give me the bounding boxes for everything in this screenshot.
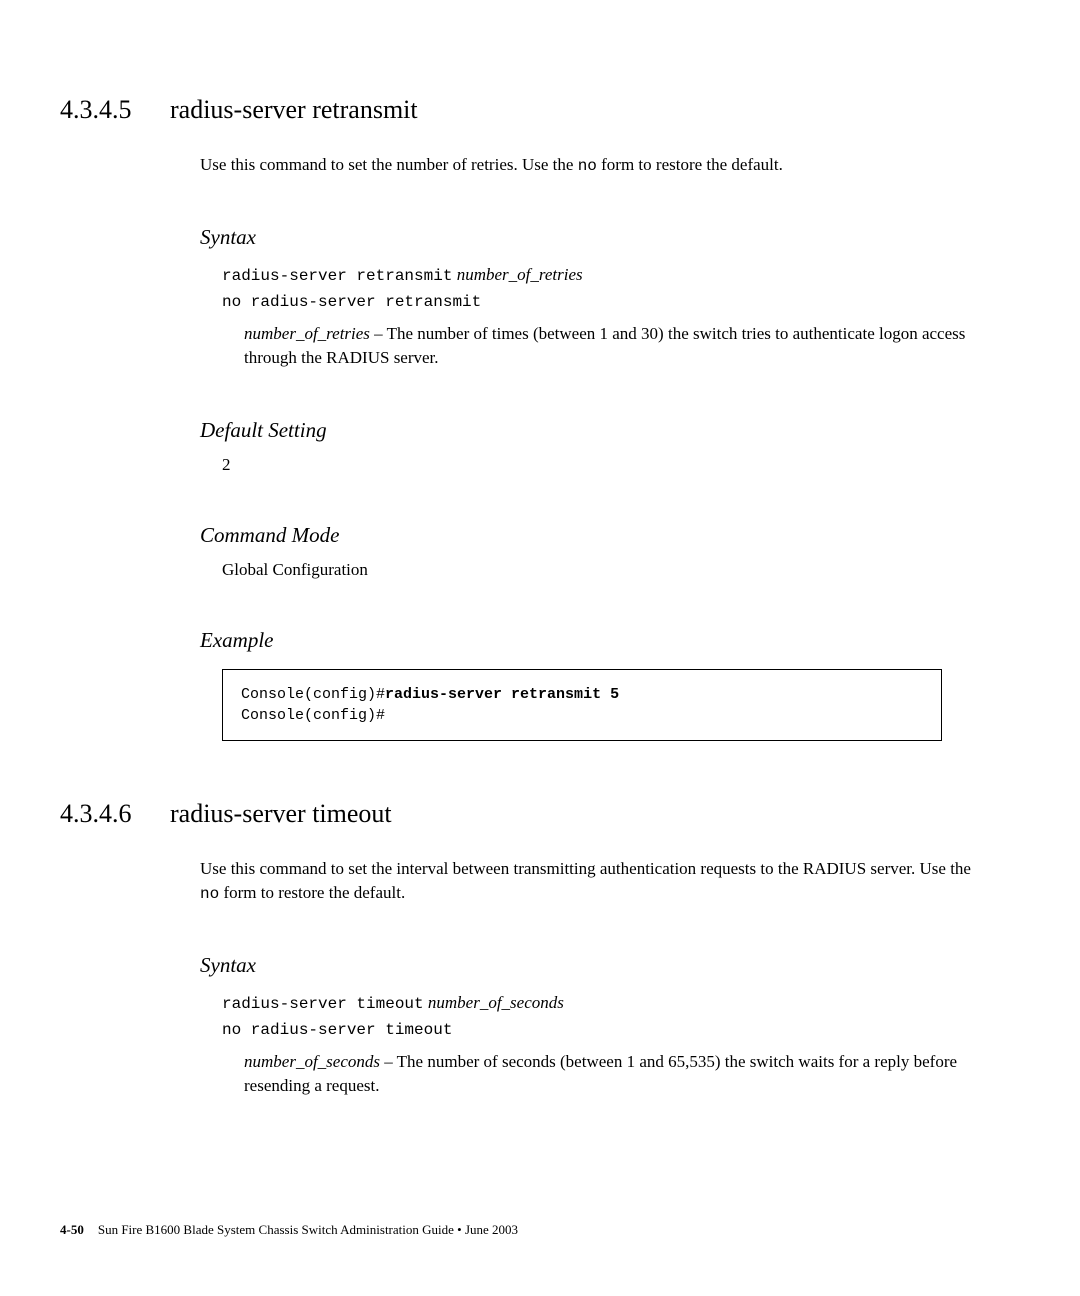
- page-footer: 4-50 Sun Fire B1600 Blade System Chassis …: [60, 1222, 518, 1238]
- syntax-code: no radius-server retransmit: [222, 293, 481, 311]
- intro-text-1: Use this command to set the number of re…: [200, 155, 578, 174]
- syntax-param: number_of_seconds: [428, 993, 564, 1012]
- syntax-param: number_of_retries: [457, 265, 583, 284]
- intro-text-2: form to restore the default.: [597, 155, 783, 174]
- intro-text-2: form to restore the default.: [219, 883, 405, 902]
- section-title: radius-server timeout: [170, 799, 392, 829]
- example-box: Console(config)#radius-server retransmit…: [222, 669, 942, 741]
- example-line-2: Console(config)#: [241, 705, 923, 726]
- syntax-heading: Syntax: [200, 225, 982, 250]
- param-name: number_of_retries: [244, 324, 370, 343]
- default-setting-value: 2: [222, 455, 982, 475]
- syntax-line-1: radius-server retransmit number_of_retri…: [222, 262, 982, 288]
- param-name: number_of_seconds: [244, 1052, 380, 1071]
- example-line-1: Console(config)#radius-server retransmit…: [241, 684, 923, 705]
- section-gap: [60, 741, 982, 799]
- syntax-code: radius-server timeout: [222, 995, 424, 1013]
- command-mode-value: Global Configuration: [222, 560, 982, 580]
- syntax-line-2: no radius-server timeout: [222, 1016, 982, 1042]
- section-header-1: 4.3.4.5 radius-server retransmit: [60, 95, 982, 125]
- command-mode-heading: Command Mode: [200, 523, 982, 548]
- syntax-line-2: no radius-server retransmit: [222, 288, 982, 314]
- footer-text: Sun Fire B1600 Blade System Chassis Swit…: [98, 1222, 518, 1237]
- intro-paragraph: Use this command to set the interval bet…: [200, 857, 982, 905]
- section-number: 4.3.4.5: [60, 95, 170, 125]
- section-number: 4.3.4.6: [60, 799, 170, 829]
- syntax-code: no radius-server timeout: [222, 1021, 452, 1039]
- document-page: 4.3.4.5 radius-server retransmit Use thi…: [0, 0, 1080, 1296]
- param-description: number_of_retries – The number of times …: [244, 322, 982, 370]
- example-prefix: Console(config)#: [241, 707, 385, 724]
- section-1-content: Use this command to set the number of re…: [200, 153, 982, 741]
- example-bold: radius-server retransmit 5: [385, 686, 619, 703]
- intro-text-1: Use this command to set the interval bet…: [200, 859, 971, 878]
- default-setting-heading: Default Setting: [200, 418, 982, 443]
- section-header-2: 4.3.4.6 radius-server timeout: [60, 799, 982, 829]
- syntax-line-1: radius-server timeout number_of_seconds: [222, 990, 982, 1016]
- intro-paragraph: Use this command to set the number of re…: [200, 153, 982, 177]
- param-description: number_of_seconds – The number of second…: [244, 1050, 982, 1098]
- intro-code: no: [578, 157, 597, 175]
- page-number: 4-50: [60, 1222, 84, 1237]
- syntax-code: radius-server retransmit: [222, 267, 452, 285]
- syntax-heading: Syntax: [200, 953, 982, 978]
- intro-code: no: [200, 885, 219, 903]
- section-title: radius-server retransmit: [170, 95, 418, 125]
- example-heading: Example: [200, 628, 982, 653]
- section-2-content: Use this command to set the interval bet…: [200, 857, 982, 1098]
- example-prefix: Console(config)#: [241, 686, 385, 703]
